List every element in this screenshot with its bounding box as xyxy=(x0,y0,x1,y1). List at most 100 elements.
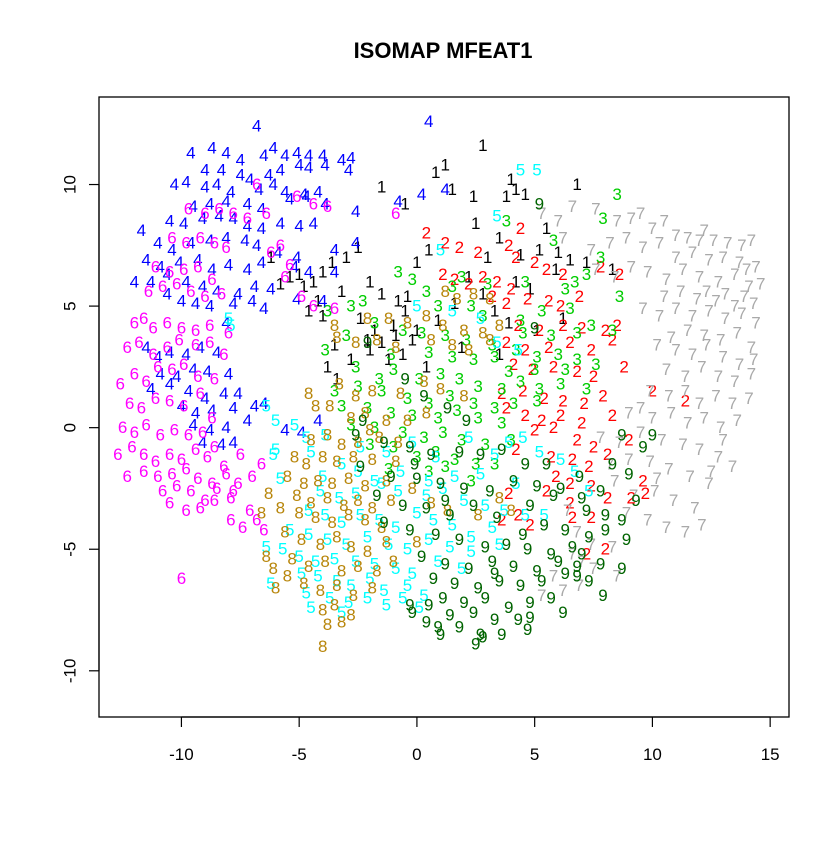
data-point: 2 xyxy=(511,440,520,459)
data-point: 1 xyxy=(412,321,421,340)
data-point: 9 xyxy=(436,625,445,644)
data-point: 1 xyxy=(323,357,332,376)
data-point: 5 xyxy=(391,518,400,537)
data-point: 8 xyxy=(306,494,315,513)
data-point: 7 xyxy=(664,460,673,479)
data-point: 4 xyxy=(165,343,174,362)
data-point: 7 xyxy=(714,367,723,386)
data-point: 5 xyxy=(356,506,365,525)
data-point: 4 xyxy=(177,396,186,415)
data-point: 3 xyxy=(323,301,332,320)
data-point: 3 xyxy=(448,348,457,367)
data-point: 5 xyxy=(516,160,525,179)
data-point: 8 xyxy=(367,450,376,469)
data-point: 7 xyxy=(636,204,645,223)
data-point: 4 xyxy=(337,151,346,170)
data-point: 1 xyxy=(337,282,346,301)
data-point: 4 xyxy=(205,421,214,440)
data-point: 4 xyxy=(217,160,226,179)
data-point: 9 xyxy=(572,557,581,576)
data-point: 3 xyxy=(615,287,624,306)
data-point: 7 xyxy=(732,411,741,430)
data-point: 3 xyxy=(412,447,421,466)
data-point: 8 xyxy=(391,338,400,357)
data-point: 6 xyxy=(219,457,228,476)
data-point: 4 xyxy=(330,263,339,282)
data-point: 8 xyxy=(459,321,468,340)
data-point: 4 xyxy=(254,180,263,199)
data-point: 7 xyxy=(683,229,692,248)
data-point: 9 xyxy=(617,559,626,578)
data-point: 6 xyxy=(217,284,226,303)
data-point: 2 xyxy=(518,382,527,401)
data-point: 5 xyxy=(424,472,433,491)
data-point: 9 xyxy=(596,554,605,573)
data-point: 4 xyxy=(243,411,252,430)
data-point: 4 xyxy=(224,255,233,274)
data-point: 1 xyxy=(276,275,285,294)
data-point: 8 xyxy=(448,336,457,355)
chart-title: ISOMAP MFEAT1 xyxy=(354,38,533,63)
data-point: 5 xyxy=(323,530,332,549)
data-point: 2 xyxy=(603,489,612,508)
data-point: 2 xyxy=(615,265,624,284)
data-point: 1 xyxy=(422,357,431,376)
data-point: 6 xyxy=(200,287,209,306)
data-point: 7 xyxy=(688,243,697,262)
data-point: 6 xyxy=(118,418,127,437)
data-point: 7 xyxy=(704,250,713,269)
data-point: 3 xyxy=(342,326,351,345)
data-point: 7 xyxy=(608,537,617,556)
data-point: 4 xyxy=(200,177,209,196)
data-point: 9 xyxy=(577,489,586,508)
data-point: 9 xyxy=(356,457,365,476)
data-point: 9 xyxy=(596,481,605,500)
data-point: 1 xyxy=(353,238,362,257)
data-point: 7 xyxy=(704,474,713,493)
data-point: 6 xyxy=(172,477,181,496)
data-point: 4 xyxy=(153,233,162,252)
data-point: 7 xyxy=(742,260,751,279)
data-point: 6 xyxy=(186,481,195,500)
data-point: 6 xyxy=(139,462,148,481)
data-point: 8 xyxy=(393,433,402,452)
data-point: 7 xyxy=(636,399,645,418)
data-point: 6 xyxy=(125,394,134,413)
data-point: 8 xyxy=(311,396,320,415)
data-point: 7 xyxy=(652,469,661,488)
data-point: 6 xyxy=(193,469,202,488)
data-point: 2 xyxy=(478,267,487,286)
data-point: 4 xyxy=(198,277,207,296)
data-point: 4 xyxy=(177,292,186,311)
data-point: 9 xyxy=(450,574,459,593)
data-point: 4 xyxy=(146,379,155,398)
data-point: 2 xyxy=(586,477,595,496)
data-point: 6 xyxy=(323,197,332,216)
data-point: 5 xyxy=(422,486,431,505)
data-point: 4 xyxy=(292,143,301,162)
data-point: 1 xyxy=(327,253,336,272)
data-point: 1 xyxy=(424,241,433,260)
data-point: 7 xyxy=(747,365,756,384)
data-point: 5 xyxy=(466,528,475,547)
data-point: 1 xyxy=(332,370,341,389)
data-point: 2 xyxy=(535,321,544,340)
data-point: 1 xyxy=(511,272,520,291)
y-axis: -10 -5 0 5 10 xyxy=(60,175,100,683)
data-point: 6 xyxy=(153,467,162,486)
data-point: 6 xyxy=(181,233,190,252)
data-point: 6 xyxy=(148,345,157,364)
data-point: 9 xyxy=(584,528,593,547)
data-point: 8 xyxy=(304,384,313,403)
data-point: 1 xyxy=(521,185,530,204)
data-point: 8 xyxy=(337,435,346,454)
data-point: 7 xyxy=(728,457,737,476)
data-point: 4 xyxy=(313,182,322,201)
data-point: 4 xyxy=(141,250,150,269)
data-point: 7 xyxy=(659,287,668,306)
data-point: 6 xyxy=(261,204,270,223)
data-point: 8 xyxy=(407,479,416,498)
data-point: 3 xyxy=(582,379,591,398)
data-point: 7 xyxy=(671,340,680,359)
data-point: 2 xyxy=(626,489,635,508)
